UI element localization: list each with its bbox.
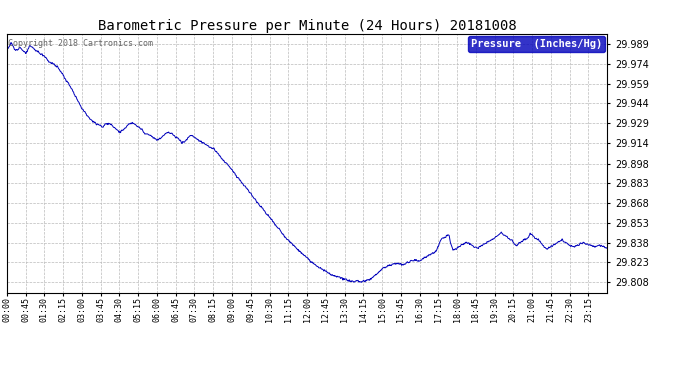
Title: Barometric Pressure per Minute (24 Hours) 20181008: Barometric Pressure per Minute (24 Hours… [98, 19, 516, 33]
Legend: Pressure  (Inches/Hg): Pressure (Inches/Hg) [468, 36, 605, 52]
Text: Copyright 2018 Cartronics.com: Copyright 2018 Cartronics.com [8, 39, 153, 48]
